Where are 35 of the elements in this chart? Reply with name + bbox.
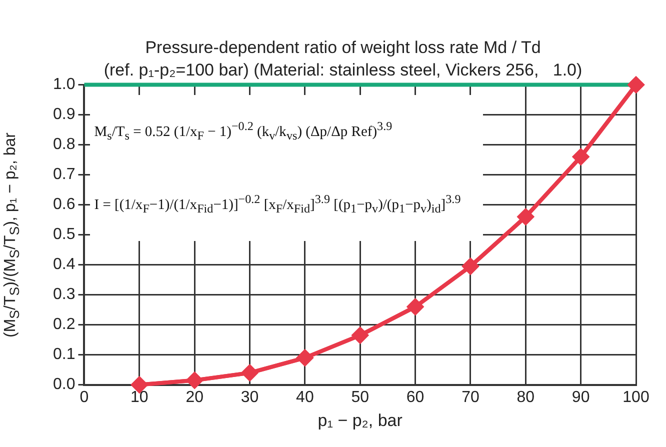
point [628, 76, 644, 93]
y-tick-label: 0.5 [52, 226, 76, 244]
point [572, 148, 589, 165]
point [352, 327, 368, 344]
x-axis-title: p₁ − p₂, bar [316, 410, 404, 431]
x-tick-label: 10 [130, 388, 148, 406]
x-tick-label: 70 [462, 388, 480, 406]
point [242, 364, 258, 381]
x-tick-label: 50 [351, 388, 370, 406]
point [518, 208, 534, 225]
chart-title: Pressure-dependent ratio of weight loss rate Md / Td [145, 38, 541, 57]
y-tick-label: 0.8 [52, 136, 76, 154]
equation-panel: M$_{s}$/T$_{s}$ = 0.52 (1/x$_{F}$ − 1)$^{−0.2}$ (k$_{v}$/k$_{vs}$) (Δp/Δp Ref)$^{3.9}$ I = [(1/x$_{F}$−1)/(1/x$_{Fid}$−1)]$^{−0.2}$ [x$_{F}$/x$_{Fid}$]$^{3.9}$ [(p$_{1}$−p$_{v}$)/(p$_{1}$−p$_{v}$)$_{id}$]$^{3.9}$ [90, 95, 483, 241]
y-tick-label: 0.0 [52, 376, 76, 394]
y-tick-label: 1.0 [52, 76, 76, 94]
y-tick-label: 0.7 [52, 166, 76, 184]
y-tick-label: 0.6 [52, 196, 76, 214]
y-tick-label: 0.9 [52, 106, 76, 124]
y-tick-label: 0.2 [52, 316, 76, 334]
x-tick-label: 80 [516, 388, 535, 406]
x-tick-label: 0 [80, 388, 89, 406]
x-tick-label: 40 [296, 388, 314, 406]
x-tick-label: 90 [572, 388, 590, 406]
x-tick-label: 20 [186, 388, 204, 406]
y-tick-label: 0.1 [52, 346, 76, 364]
point [296, 350, 313, 366]
y-tick-label: 0.4 [52, 256, 76, 274]
chart-subtitle: (ref. p₁-p₂=100 bar) (Material: stainless steel, Vickers 256, 1.0) [104, 60, 582, 80]
point [462, 258, 478, 274]
x-tick-label: 30 [240, 388, 259, 406]
point [186, 372, 203, 388]
x-tick-label: 100 [622, 388, 650, 406]
point [407, 298, 424, 315]
y-tick-label: 0.3 [52, 286, 76, 304]
x-tick-label: 60 [406, 388, 424, 406]
